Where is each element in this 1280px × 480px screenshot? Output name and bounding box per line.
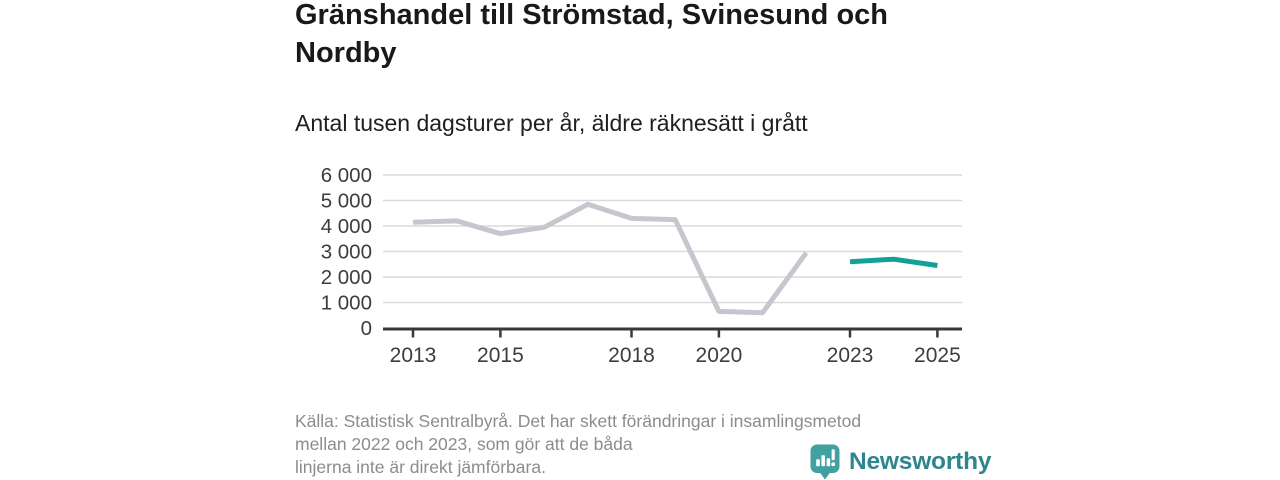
y-tick-label: 6 000 xyxy=(321,164,372,187)
y-tick-label: 1 000 xyxy=(321,292,372,315)
y-tick-label: 2 000 xyxy=(321,266,372,289)
chart-title: Gränshandel till Strömstad, Svinesund oc… xyxy=(295,0,888,69)
source-note-line: mellan 2022 och 2023, som gör att de båd… xyxy=(295,434,633,454)
source-note-line: Källa: Statistisk Sentralbyrå. Det har s… xyxy=(295,411,862,431)
y-tick-label: 3 000 xyxy=(321,241,372,264)
x-tick-label: 2013 xyxy=(390,344,437,367)
source-note-line: linjerna inte är direkt jämförbara. xyxy=(295,457,546,477)
series-line-new-method xyxy=(849,256,938,268)
x-tick-label: 2023 xyxy=(827,344,874,367)
y-tick-label: 0 xyxy=(361,317,372,340)
series-line-old-method xyxy=(412,201,809,316)
newsworthy-logo-icon xyxy=(810,444,840,480)
y-tick-label: 5 000 xyxy=(321,190,372,213)
x-tick-label: 2025 xyxy=(914,344,961,367)
x-tick-label: 2020 xyxy=(696,344,743,367)
newsworthy-logo: Newsworthy xyxy=(810,444,992,480)
newsworthy-logo-text: Newsworthy xyxy=(849,448,992,475)
source-note: Källa: Statistisk Sentralbyrå. Det har s… xyxy=(295,410,955,479)
x-tick-label: 2018 xyxy=(608,344,655,367)
x-tick-label: 2015 xyxy=(477,344,524,367)
chart-subtitle: Antal tusen dagsturer per år, äldre räkn… xyxy=(295,110,808,136)
y-tick-label: 4 000 xyxy=(321,215,372,238)
